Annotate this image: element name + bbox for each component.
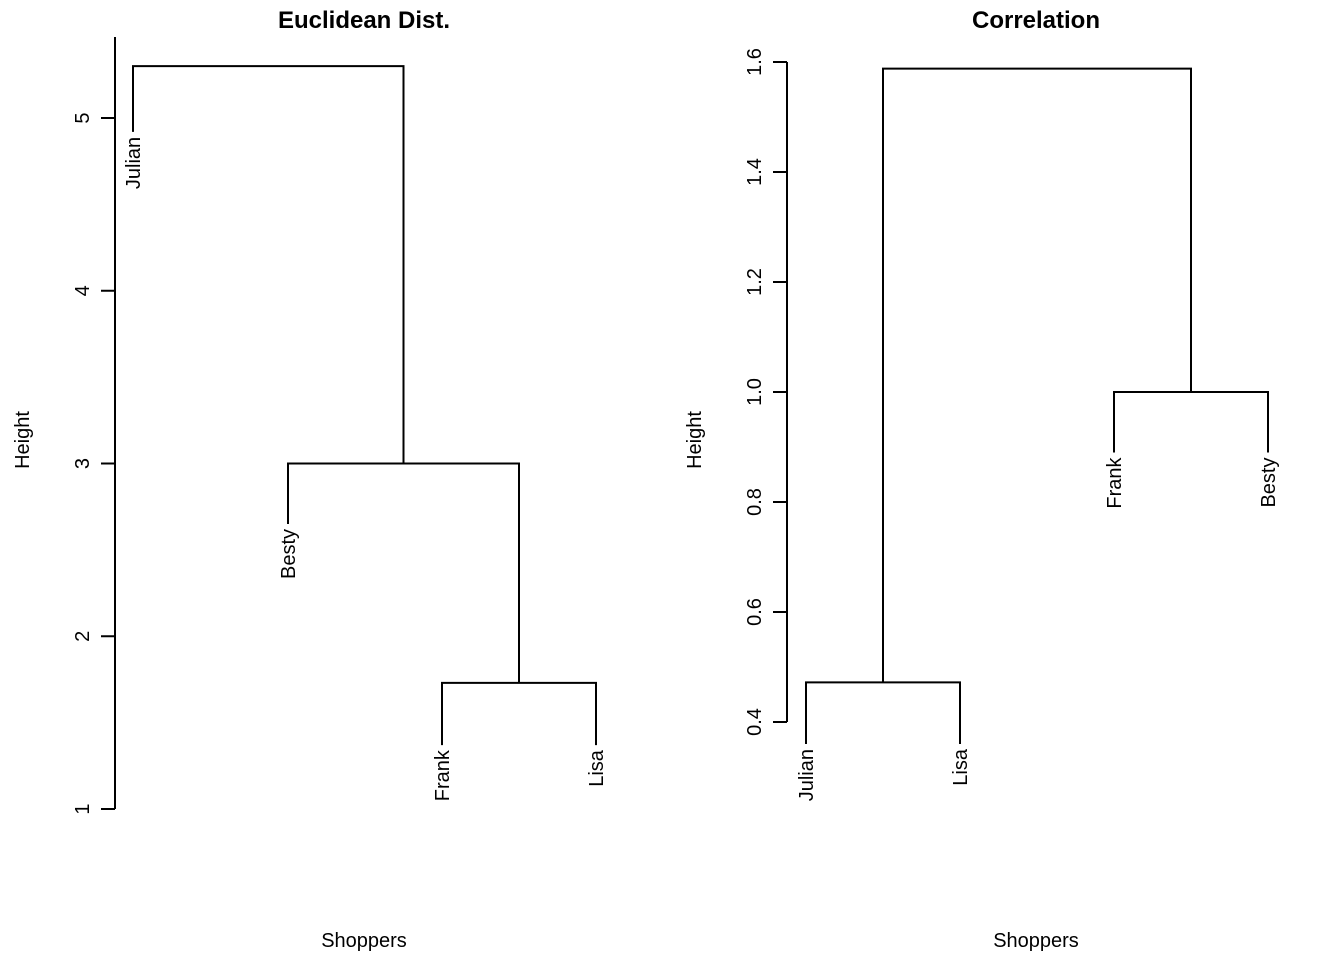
- leaf-label-lisa: Lisa: [586, 749, 608, 787]
- euclidean-panel: Euclidean Dist. Height Shoppers 1 2 3 4 5 Ju…: [12, 7, 608, 952]
- leaf-label-frank: Frank: [432, 749, 454, 801]
- y-tick-label: 1.4: [744, 158, 766, 186]
- y-tick-label: 1.6: [744, 48, 766, 76]
- dendrogram-branch: [441, 681, 597, 746]
- panel-title: Euclidean Dist.: [278, 7, 450, 34]
- y-tick-label: 3: [72, 458, 94, 469]
- y-tick-label: 1.2: [744, 268, 766, 296]
- y-axis: 0.4 0.6 0.8 1.0 1.2 1.4 1.6: [744, 48, 788, 736]
- dendrogram-branch: [132, 65, 405, 464]
- leaf-label-julian: Julian: [123, 137, 145, 189]
- leaf-labels: Julian Lisa Frank Besty: [796, 457, 1280, 802]
- y-tick-label: 0.8: [744, 488, 766, 516]
- leaf-label-lisa: Lisa: [950, 748, 972, 786]
- leaf-label-julian: Julian: [796, 749, 818, 801]
- x-axis-label: Shoppers: [993, 930, 1079, 952]
- y-tick-label: 0.6: [744, 598, 766, 626]
- x-axis-label: Shoppers: [321, 930, 407, 952]
- y-axis: 1 2 3 4 5: [72, 37, 116, 815]
- y-tick-label: 0.4: [744, 708, 766, 736]
- leaf-label-besty: Besty: [278, 529, 300, 579]
- y-axis-label: Height: [12, 411, 34, 469]
- y-tick-label: 1.0: [744, 378, 766, 406]
- leaf-label-besty: Besty: [1258, 458, 1280, 508]
- y-tick-label: 1: [72, 803, 94, 814]
- y-tick-label: 4: [72, 285, 94, 296]
- dendrogram-branches: [132, 65, 597, 746]
- y-tick-label: 2: [72, 631, 94, 642]
- leaf-labels: Julian Besty Frank Lisa: [123, 137, 608, 801]
- correlation-panel: Correlation Height Shoppers 0.4 0.6 0.8 1.0…: [684, 7, 1280, 952]
- y-tick-label: 5: [72, 112, 94, 123]
- y-axis-label: Height: [684, 411, 706, 469]
- dendrogram-branches: [805, 67, 1269, 744]
- leaf-label-frank: Frank: [1104, 457, 1126, 509]
- panel-title: Correlation: [972, 7, 1100, 34]
- dendrogram-branch: [882, 67, 1192, 683]
